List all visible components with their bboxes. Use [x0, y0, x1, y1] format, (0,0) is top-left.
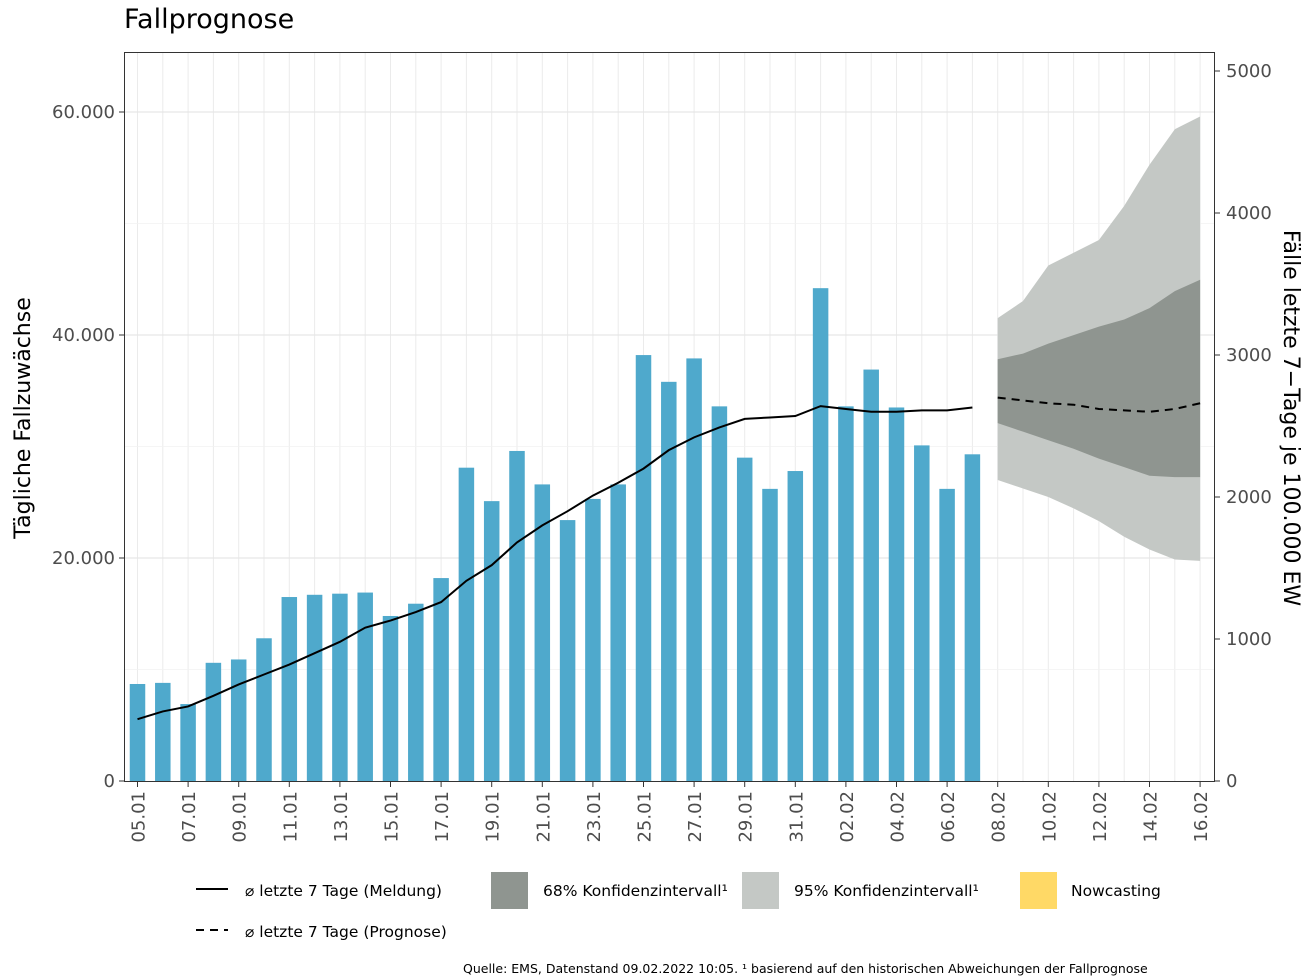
x-tick-label: 19.01 [483, 791, 504, 843]
bar-24.01 [610, 484, 626, 781]
right-tick-label: 4000 [1226, 203, 1272, 224]
lines [137, 396, 1201, 721]
bar-10.01 [256, 638, 272, 781]
x-tick-label: 13.01 [331, 791, 352, 843]
legend: ⌀ letzte 7 Tage (Meldung) 68% Konfidenzin… [196, 872, 1161, 941]
bar-26.01 [661, 381, 677, 781]
bar-03.02 [863, 369, 879, 781]
bar-08.01 [205, 662, 222, 781]
right-tick-label: 1000 [1226, 629, 1272, 650]
bar-27.01 [686, 358, 702, 781]
left-tick-label: 40.000 [52, 325, 115, 346]
x-tick-label: 14.02 [1141, 791, 1162, 843]
bar-09.01 [230, 659, 247, 781]
x-tick-label: 05.01 [129, 791, 150, 843]
bar-12.01 [306, 594, 323, 781]
legend-label-nowcasting: Nowcasting [1071, 882, 1161, 900]
x-tick-label: 27.01 [685, 791, 706, 843]
bar-05.01 [129, 683, 146, 781]
bar-22.01 [559, 520, 576, 781]
bar-21.01 [534, 484, 551, 781]
right-axis-title: Fälle letzte 7−Tage je 100.000 EW [1278, 230, 1303, 607]
x-tick-label: 17.01 [432, 791, 453, 843]
bar-28.01 [711, 406, 728, 781]
legend-label-reported: ⌀ letzte 7 Tage (Meldung) [245, 882, 442, 900]
left-tick-label: 60.000 [52, 102, 115, 123]
right-tick-label: 3000 [1226, 345, 1272, 366]
plot-border [124, 52, 1215, 782]
x-tick-label: 31.01 [786, 791, 807, 843]
right-tick-label: 5000 [1226, 61, 1272, 82]
bar-05.02 [914, 445, 930, 781]
x-tick-label: 15.01 [382, 791, 403, 843]
x-tick-label: 29.01 [736, 791, 757, 843]
right-tick-label: 0 [1226, 771, 1237, 792]
line-forecast [997, 396, 1201, 413]
bar-04.02 [888, 407, 905, 781]
bar-31.01 [787, 471, 804, 781]
bar-25.01 [635, 355, 652, 781]
x-tick-label: 16.02 [1191, 791, 1212, 843]
bar-18.01 [458, 467, 475, 781]
legend-key-ci68 [491, 872, 528, 909]
left-tick-label: 20.000 [52, 548, 115, 569]
bar-13.01 [332, 593, 348, 781]
bar-11.01 [281, 597, 298, 781]
bar-30.01 [762, 488, 778, 781]
bar-17.01 [433, 578, 449, 781]
legend-label-ci95: 95% Konfidenzintervall¹ [794, 882, 979, 900]
bar-06.02 [939, 488, 955, 781]
x-tick-label: 04.02 [888, 791, 909, 843]
ci68-area [997, 279, 1201, 478]
bar-16.01 [408, 603, 424, 781]
bars [129, 288, 981, 781]
chart-title: Fallprognose [124, 4, 295, 35]
right-tick-label: 2000 [1226, 487, 1272, 508]
legend-key-ci95 [742, 872, 779, 909]
x-tick-label: 11.01 [280, 791, 301, 843]
source-note: Quelle: EMS, Datenstand 09.02.2022 10:05… [463, 961, 1148, 976]
x-tick-label: 08.02 [989, 791, 1010, 843]
bar-01.02 [812, 288, 829, 781]
x-tick-label: 06.02 [938, 791, 959, 843]
bar-06.01 [155, 682, 171, 781]
left-tick-label: 0 [104, 771, 115, 792]
bar-15.01 [382, 615, 399, 781]
bar-07.01 [180, 704, 196, 781]
axes: 0 20.000 40.000 60.000 0 1000 2000 3000 4000 5000… [52, 61, 1272, 843]
bar-07.02 [964, 454, 981, 781]
bar-14.01 [357, 592, 373, 781]
x-tick-label: 23.01 [584, 791, 605, 843]
bar-29.01 [736, 457, 753, 781]
bar-23.01 [585, 498, 601, 781]
x-tick-label: 09.01 [230, 791, 251, 843]
legend-label-forecast: ⌀ letzte 7 Tage (Prognose) [245, 923, 447, 941]
legend-label-ci68: 68% Konfidenzintervall¹ [543, 882, 728, 900]
left-axis-title: Tägliche Fallzuwächse [11, 297, 36, 539]
legend-key-nowcasting [1020, 872, 1057, 909]
x-tick-label: 21.01 [533, 791, 554, 843]
x-tick-label: 25.01 [635, 791, 656, 843]
bar-02.02 [838, 406, 854, 781]
x-tick-label: 07.01 [179, 791, 200, 843]
x-tick-label: 02.02 [837, 791, 858, 843]
bar-19.01 [483, 501, 500, 781]
x-tick-label: 12.02 [1090, 791, 1111, 843]
ci68-band [997, 279, 1201, 478]
bar-20.01 [509, 450, 525, 781]
line-reported [137, 405, 973, 721]
x-tick-label: 10.02 [1039, 791, 1060, 843]
